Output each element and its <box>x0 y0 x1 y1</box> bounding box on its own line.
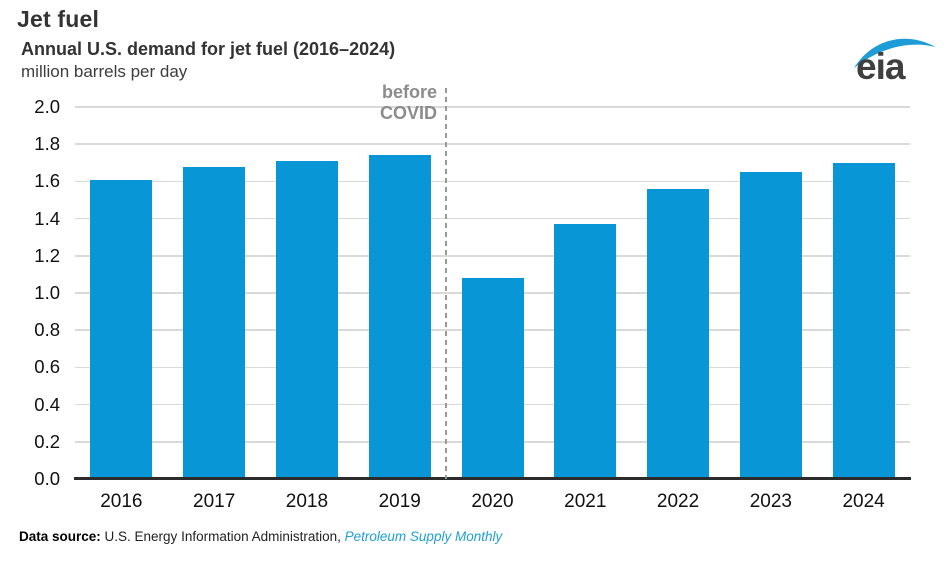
x-axis-tick-label: 2020 <box>471 491 514 512</box>
data-source-label: Data source: <box>19 529 101 544</box>
gridline <box>75 217 910 220</box>
y-axis-tick-label: 0.2 <box>34 430 60 452</box>
data-source-note: Data source: U.S. Energy Information Adm… <box>19 529 502 544</box>
gridline <box>75 180 910 183</box>
x-axis-tick-label: 2016 <box>100 491 143 512</box>
gridline <box>75 143 910 145</box>
gridline <box>75 255 910 257</box>
y-axis-tick-label: 0.4 <box>34 393 60 415</box>
y-axis-tick-label: 1.4 <box>34 207 60 229</box>
covid-divider-dashed-line <box>445 88 447 479</box>
bar-2021 <box>554 224 617 479</box>
y-axis-tick-label: 1.0 <box>34 282 60 303</box>
chart-title: Annual U.S. demand for jet fuel (2016–20… <box>21 39 396 59</box>
y-axis-tick-label: 1.6 <box>34 170 60 192</box>
x-axis-tick-label: 2019 <box>378 491 421 512</box>
annotation-line-2: COVID <box>379 103 437 123</box>
page-title: Jet fuel <box>17 6 100 32</box>
bar-2016 <box>90 179 153 479</box>
y-axis-tick-label: 1.2 <box>34 244 60 266</box>
bar-2024 <box>832 162 895 479</box>
eia-logo: eia <box>850 28 940 94</box>
before-covid-annotation: before COVID <box>380 82 437 124</box>
y-axis-tick-label: 2.0 <box>34 96 60 117</box>
petroleum-supply-monthly-link[interactable]: Petroleum Supply Monthly <box>344 529 503 544</box>
data-source-text: U.S. Energy Information Administration, <box>100 529 345 544</box>
bar-2018 <box>275 160 338 479</box>
x-axis-tick-label: 2017 <box>193 491 236 512</box>
bar-2023 <box>739 172 802 479</box>
x-axis-tick-label: 2021 <box>564 491 607 512</box>
y-axis-tick-label: 0.6 <box>34 356 60 378</box>
x-axis-tick-label: 2024 <box>842 491 885 512</box>
gridline <box>75 106 910 108</box>
x-axis-tick-label: 2023 <box>749 491 792 512</box>
y-axis-tick-label: 1.8 <box>34 133 60 155</box>
bar-2022 <box>647 188 710 479</box>
eia-swoosh-icon <box>853 38 937 69</box>
y-axis-tick-label: 0.8 <box>34 319 60 341</box>
annotation-line-1: before <box>381 82 437 102</box>
x-axis-line <box>74 477 911 480</box>
bar-2020 <box>461 278 524 479</box>
x-axis-tick-label: 2022 <box>656 491 700 512</box>
x-axis-tick-label: 2018 <box>285 491 329 512</box>
eia-logo-text: eia <box>856 46 905 87</box>
bar-2019 <box>368 155 431 479</box>
chart-y-axis-units: million barrels per day <box>21 62 188 81</box>
bar-2017 <box>183 166 246 479</box>
y-axis-tick-label: 0.0 <box>34 468 60 489</box>
